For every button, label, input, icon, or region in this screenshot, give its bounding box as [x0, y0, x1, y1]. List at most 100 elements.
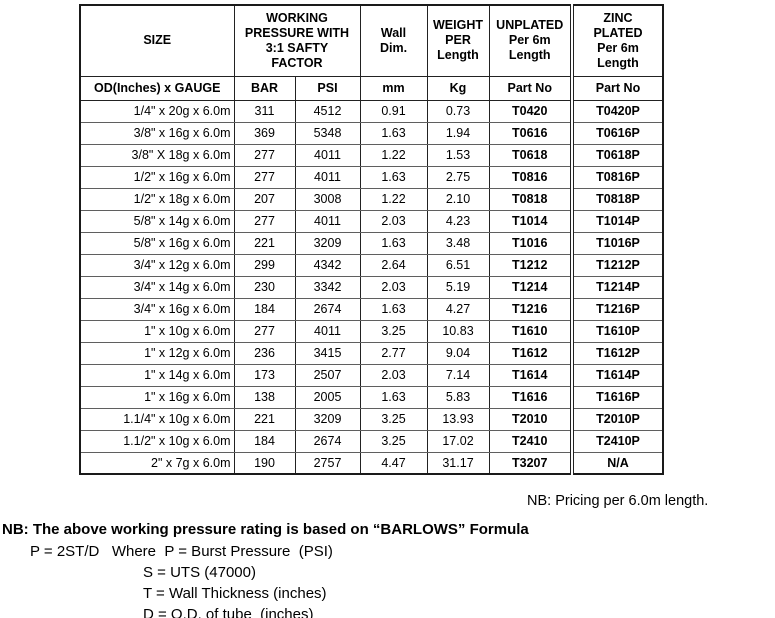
size-cell: 1" x 16g x 6.0m: [79, 386, 235, 409]
header-row-main: SIZE WORKING PRESSURE WITH 3:1 SAFTY FAC…: [79, 5, 664, 77]
bar-cell: 277: [233, 144, 296, 167]
kg-cell: 31.17: [426, 452, 490, 475]
bar-cell: 277: [233, 166, 296, 189]
size-cell: 1" x 14g x 6.0m: [79, 364, 235, 387]
psi-cell: 2674: [294, 298, 361, 321]
kg-cell: 0.73: [426, 100, 490, 123]
mm-cell: 4.47: [359, 452, 428, 475]
mm-cell: 1.63: [359, 122, 428, 145]
table-row: 1" x 12g x 6.0m 236 3415 2.77 9.04 T1612 T1612…: [79, 342, 664, 365]
header-row-sub: OD(Inches) x GAUGE BAR PSI mm Kg Part No…: [79, 76, 664, 101]
subheader-unplated-part-no: Part No: [488, 76, 573, 101]
bar-cell: 184: [233, 430, 296, 453]
psi-cell: 3209: [294, 408, 361, 431]
size-cell: 1" x 10g x 6.0m: [79, 320, 235, 343]
bar-cell: 299: [233, 254, 296, 277]
unplated-part-cell: T1216: [488, 298, 573, 321]
kg-cell: 6.51: [426, 254, 490, 277]
size-cell: 3/4" x 12g x 6.0m: [79, 254, 235, 277]
tube-spec-table: SIZE WORKING PRESSURE WITH 3:1 SAFTY FAC…: [79, 4, 664, 475]
mm-cell: 2.03: [359, 276, 428, 299]
table-row: 5/8" x 14g x 6.0m 277 4011 2.03 4.23 T1014 T10…: [79, 210, 664, 233]
bar-cell: 221: [233, 408, 296, 431]
mm-cell: 3.25: [359, 430, 428, 453]
zinc-part-cell: T0616P: [570, 122, 664, 145]
zinc-part-cell: T2010P: [570, 408, 664, 431]
size-cell: 1" x 12g x 6.0m: [79, 342, 235, 365]
psi-cell: 2757: [294, 452, 361, 475]
kg-cell: 1.53: [426, 144, 490, 167]
header-weight-per-length: WEIGHT PER Length: [426, 5, 490, 77]
formula-line-t: T = Wall Thickness (inches): [143, 585, 327, 602]
psi-cell: 4011: [294, 166, 361, 189]
subheader-psi: PSI: [294, 76, 361, 101]
zinc-part-cell: T1214P: [570, 276, 664, 299]
mm-cell: 2.03: [359, 364, 428, 387]
mm-cell: 1.63: [359, 166, 428, 189]
kg-cell: 5.19: [426, 276, 490, 299]
size-cell: 1/2" x 18g x 6.0m: [79, 188, 235, 211]
table-row: 3/8" X 18g x 6.0m 277 4011 1.22 1.53 T0618 T06…: [79, 144, 664, 167]
subheader-kg: Kg: [426, 76, 490, 101]
mm-cell: 1.63: [359, 298, 428, 321]
unplated-part-cell: T1214: [488, 276, 573, 299]
size-cell: 3/4" x 14g x 6.0m: [79, 276, 235, 299]
formula-line-s: S = UTS (47000): [143, 564, 256, 581]
bar-cell: 221: [233, 232, 296, 255]
zinc-part-cell: N/A: [570, 452, 664, 475]
psi-cell: 4342: [294, 254, 361, 277]
bar-cell: 236: [233, 342, 296, 365]
mm-cell: 0.91: [359, 100, 428, 123]
table-row: 1" x 14g x 6.0m 173 2507 2.03 7.14 T1614 T1614…: [79, 364, 664, 387]
zinc-part-cell: T0618P: [570, 144, 664, 167]
psi-cell: 3342: [294, 276, 361, 299]
psi-cell: 5348: [294, 122, 361, 145]
table-row: 3/4" x 12g x 6.0m 299 4342 2.64 6.51 T1212 T12…: [79, 254, 664, 277]
zinc-part-cell: T0816P: [570, 166, 664, 189]
unplated-part-cell: T0618: [488, 144, 573, 167]
table-row: 1" x 10g x 6.0m 277 4011 3.25 10.83 T1610 T161…: [79, 320, 664, 343]
zinc-part-cell: T1612P: [570, 342, 664, 365]
unplated-part-cell: T1614: [488, 364, 573, 387]
kg-cell: 9.04: [426, 342, 490, 365]
unplated-part-cell: T0616: [488, 122, 573, 145]
psi-cell: 4512: [294, 100, 361, 123]
zinc-part-cell: T1610P: [570, 320, 664, 343]
psi-cell: 2005: [294, 386, 361, 409]
table-row: 1" x 16g x 6.0m 138 2005 1.63 5.83 T1616 T1616…: [79, 386, 664, 409]
pricing-note: NB: Pricing per 6.0m length.: [527, 493, 709, 509]
table-row: 1.1/4" x 10g x 6.0m 221 3209 3.25 13.93 T2010…: [79, 408, 664, 431]
unplated-part-cell: T0816: [488, 166, 573, 189]
psi-cell: 4011: [294, 320, 361, 343]
bar-cell: 138: [233, 386, 296, 409]
kg-cell: 5.83: [426, 386, 490, 409]
header-working-pressure: WORKING PRESSURE WITH 3:1 SAFTY FACTOR: [233, 5, 361, 77]
formula-heading: NB: The above working pressure rating is…: [2, 521, 529, 538]
unplated-part-cell: T0818: [488, 188, 573, 211]
unplated-part-cell: T1016: [488, 232, 573, 255]
subheader-zinc-part-no: Part No: [570, 76, 664, 101]
size-cell: 5/8" x 14g x 6.0m: [79, 210, 235, 233]
table-row: 5/8" x 16g x 6.0m 221 3209 1.63 3.48 T1016 T10…: [79, 232, 664, 255]
psi-cell: 3008: [294, 188, 361, 211]
size-cell: 3/8" X 18g x 6.0m: [79, 144, 235, 167]
table-row: 3/8" x 16g x 6.0m 369 5348 1.63 1.94 T0616 T06…: [79, 122, 664, 145]
size-cell: 5/8" x 16g x 6.0m: [79, 232, 235, 255]
mm-cell: 1.63: [359, 386, 428, 409]
unplated-part-cell: T3207: [488, 452, 573, 475]
kg-cell: 4.23: [426, 210, 490, 233]
unplated-part-cell: T0420: [488, 100, 573, 123]
psi-cell: 3415: [294, 342, 361, 365]
zinc-part-cell: T2410P: [570, 430, 664, 453]
bar-cell: 184: [233, 298, 296, 321]
size-cell: 1/2" x 16g x 6.0m: [79, 166, 235, 189]
psi-cell: 3209: [294, 232, 361, 255]
mm-cell: 1.22: [359, 144, 428, 167]
mm-cell: 3.25: [359, 408, 428, 431]
unplated-part-cell: T1014: [488, 210, 573, 233]
zinc-part-cell: T0420P: [570, 100, 664, 123]
subheader-bar: BAR: [233, 76, 296, 101]
bar-cell: 369: [233, 122, 296, 145]
table-row: 1/2" x 18g x 6.0m 207 3008 1.22 2.10 T0818 T08…: [79, 188, 664, 211]
